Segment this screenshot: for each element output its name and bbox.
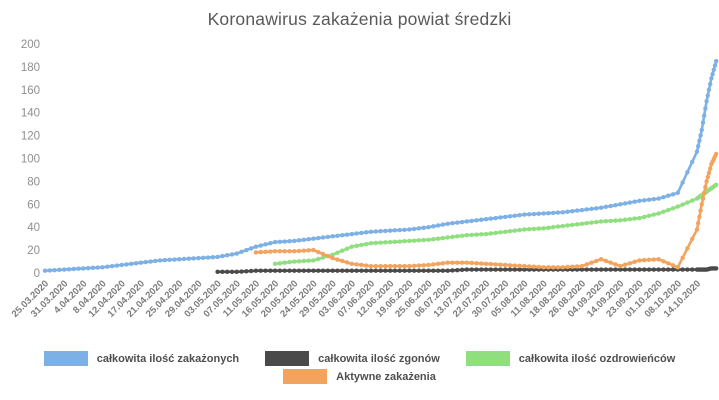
legend-label: całkowita ilość ozdrowieńców <box>518 352 676 365</box>
legend-label: Aktywne zakażenia <box>336 370 436 383</box>
y-axis-tick-label: 180 <box>21 62 40 74</box>
series-line-aktywne-zakazenia <box>253 151 719 270</box>
legend-swatch-calkowita-ilosc-zgonow <box>265 351 310 366</box>
y-axis-tick-label: 80 <box>27 176 40 188</box>
y-axis-tick-label: 160 <box>21 85 40 97</box>
y-axis-tick-label: 200 <box>21 39 40 51</box>
legend-row: całkowita ilość zakażonych całkowita iloś… <box>43 351 676 366</box>
y-axis-tick-label: 60 <box>27 199 40 211</box>
chart-legend: całkowita ilość zakażonych całkowita iloś… <box>0 351 719 384</box>
y-axis-tick-label: 120 <box>21 131 40 143</box>
legend-item-calkowita-ilosc-ozdrowiencow: całkowita ilość ozdrowieńców <box>465 351 676 366</box>
legend-label: całkowita ilość zgonów <box>318 352 440 365</box>
series-line-calkowita-ilosc-zakazonych <box>42 58 719 273</box>
legend-swatch-aktywne-zakazenia <box>283 369 328 384</box>
legend-label: całkowita ilość zakażonych <box>96 352 240 365</box>
plot-area: 02040608010012014016018020025.03.202031.… <box>10 39 719 320</box>
y-axis-tick-label: 100 <box>21 154 40 166</box>
series-line-calkowita-ilosc-zgonow <box>215 266 719 275</box>
y-axis-tick-label: 20 <box>27 245 40 257</box>
legend-swatch-calkowita-ilosc-ozdrowiencow <box>465 351 510 366</box>
legend-item-aktywne-zakazenia: Aktywne zakażenia <box>283 369 436 384</box>
y-axis-tick-label: 0 <box>34 268 40 280</box>
legend-row: Aktywne zakażenia <box>283 369 436 384</box>
legend-item-calkowita-ilosc-zakazonych: całkowita ilość zakażonych <box>43 351 240 366</box>
legend-item-calkowita-ilosc-zgonow: całkowita ilość zgonów <box>265 351 440 366</box>
y-axis-tick-label: 140 <box>21 108 40 120</box>
legend-swatch-calkowita-ilosc-zakazonych <box>43 351 88 366</box>
y-axis-tick-label: 40 <box>27 222 40 234</box>
chart-title: Koronawirus zakażenia powiat średzki <box>207 9 512 29</box>
series-line-calkowita-ilosc-ozdrowiencow <box>272 182 719 267</box>
